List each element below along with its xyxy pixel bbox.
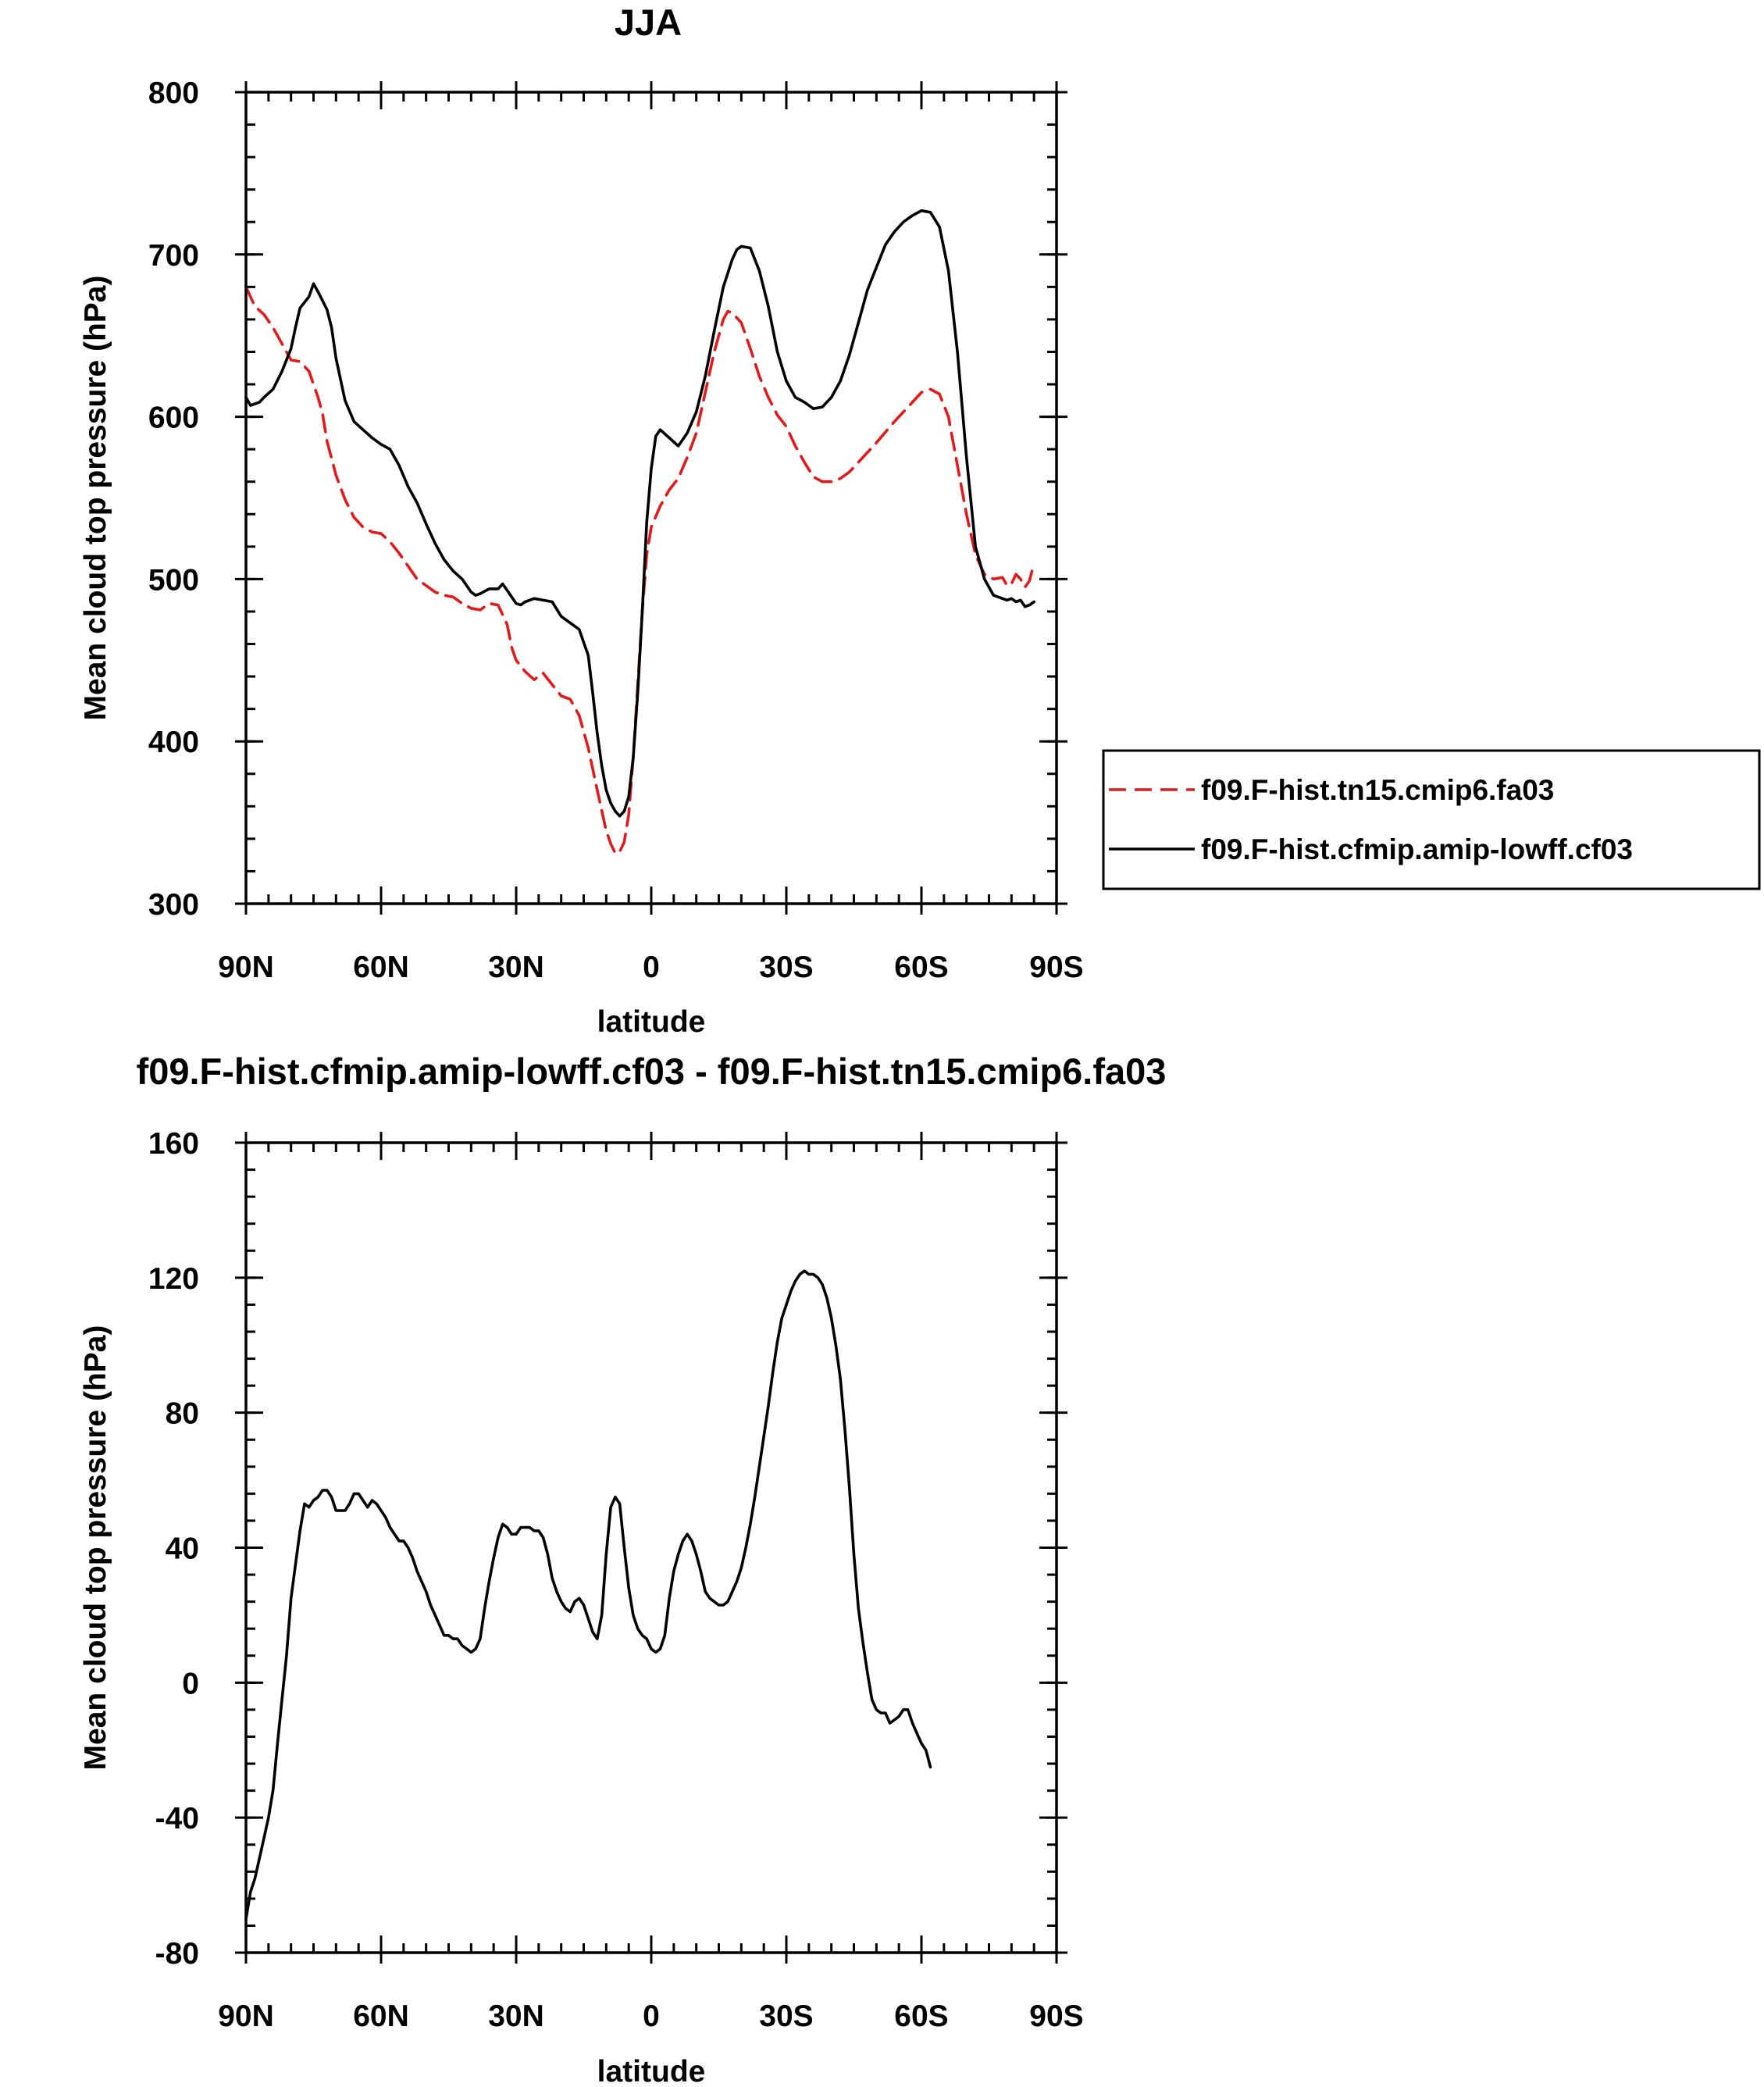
legend: f09.F-hist.tn15.cmip6.fa03 f09.F-hist.cf…	[1102, 749, 1761, 890]
bottom-series-line-1	[244, 1269, 932, 1921]
bottom-x-tick-label: 90N	[218, 2000, 274, 2033]
bottom-y-tick-label: 160	[148, 1127, 199, 1161]
top-y-tick-label: 800	[148, 77, 199, 110]
bottom-y-tick-label: 80	[166, 1397, 199, 1431]
bottom-panel: f09.F-hist.cfmip.amip-lowff.cf03 - f09.F…	[79, 1051, 1166, 2087]
bottom-plot-area: 90N 60N 30N 0 30S 60S 90S -80 -40 0 40 80 120 160	[148, 1127, 1084, 2033]
top-plot-frame	[244, 91, 1058, 905]
bottom-chart-title: f09.F-hist.cfmip.amip-lowff.cf03 - f09.F…	[137, 1051, 1167, 1092]
top-x-axis-title: latitude	[597, 1005, 706, 1039]
top-x-tick-label: 60N	[353, 951, 409, 984]
top-chart-title: JJA	[615, 2, 682, 43]
top-y-tick-label: 500	[148, 563, 199, 597]
bottom-x-tick-label: 60S	[894, 2000, 948, 2033]
bottom-y-axis-title: Mean cloud top pressure (hPa)	[79, 1325, 112, 1771]
bottom-y-tick-label: -40	[155, 1802, 199, 1835]
top-x-tick-label: 30N	[488, 951, 544, 984]
top-plot-area: 90N 60N 30N 0 30S 60S 90S 300 400 500 600 700 800	[148, 77, 1084, 984]
top-y-tick-label: 400	[148, 726, 199, 759]
top-x-tick-label: 30S	[759, 951, 813, 984]
legend-label-series-2: f09.F-hist.cfmip.amip-lowff.cf03	[1201, 833, 1633, 865]
top-y-tick-label: 600	[148, 401, 199, 435]
top-series-line-1	[244, 285, 1035, 855]
top-x-tick-label: 60S	[894, 951, 948, 984]
top-series-line-2	[244, 209, 1035, 818]
bottom-x-axis-title: latitude	[597, 2055, 706, 2087]
bottom-y-tick-label: 120	[148, 1262, 199, 1296]
top-x-tick-label: 0	[643, 951, 660, 984]
top-x-tick-label: 90S	[1029, 951, 1083, 984]
bottom-x-tick-label: 0	[643, 2000, 660, 2033]
bottom-y-tick-label: 40	[166, 1532, 199, 1566]
bottom-x-tick-label: 30N	[488, 2000, 544, 2033]
bottom-x-tick-label: 60N	[353, 2000, 409, 2033]
top-y-axis-title: Mean cloud top pressure (hPa)	[79, 276, 112, 721]
legend-box	[1102, 749, 1761, 890]
bottom-plot-frame	[244, 1141, 1058, 1954]
bottom-x-tick-label: 30S	[759, 2000, 813, 2033]
top-y-tick-label: 300	[148, 888, 199, 922]
bottom-y-tick-label: 0	[182, 1667, 199, 1700]
bottom-y-tick-label: -80	[155, 1937, 199, 1971]
top-y-tick-label: 700	[148, 239, 199, 273]
top-panel: JJA 90N 60N 30N 0 30S 60S 90S 300 400 500 600 700 80…	[79, 2, 1761, 1039]
legend-label-series-1: f09.F-hist.tn15.cmip6.fa03	[1201, 774, 1554, 806]
top-x-tick-label: 90N	[218, 951, 274, 984]
bottom-x-tick-label: 90S	[1029, 2000, 1083, 2033]
